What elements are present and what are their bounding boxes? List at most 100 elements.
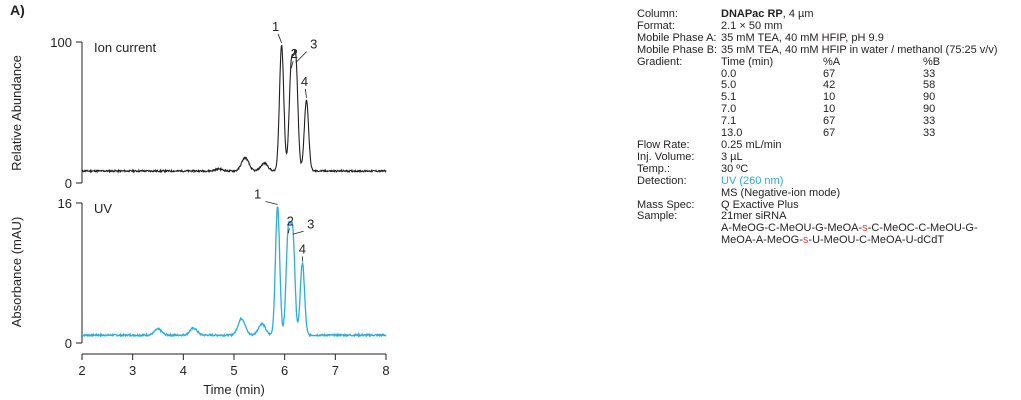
ion-current-panel: Relative Abundance 100 0 Ion current 123…	[9, 19, 387, 191]
sample-label: Sample:	[637, 210, 678, 223]
x-tick-label-4: 4	[180, 363, 187, 378]
gradient-header-a: %A	[823, 55, 841, 68]
gradient-table-row: 5.0 42 58	[721, 80, 983, 92]
gradient-table-row: 13.0 67 33	[721, 127, 983, 140]
detection-uv: UV (260 nm)	[721, 174, 784, 187]
flow-rate-row: Flow Rate: 0.25 mL/min	[637, 138, 998, 152]
gradient-a-cell: 10	[823, 103, 836, 116]
detection-row: Detection: UV (260 nm)	[637, 174, 998, 188]
x-tick-label-3: 3	[129, 363, 136, 378]
ion-ytick-label-100: 100	[50, 35, 72, 50]
x-tick-label-2: 2	[78, 363, 85, 378]
peak-label-1: 1	[272, 19, 279, 34]
peak-leader-1	[277, 33, 282, 43]
gradient-b-cell: 58	[923, 79, 936, 92]
ion-ylabel: Relative Abundance	[9, 55, 24, 171]
gradient-table-row: 5.1 10 90	[721, 91, 983, 104]
seq2-part-a: MeOA-A-MeOG-	[721, 234, 803, 247]
format-label: Format:	[637, 19, 675, 32]
peak-leader-4	[304, 88, 307, 98]
mass-spec-row: Mass Spec: Q Exactive Plus	[637, 198, 998, 212]
uv-absorbance-trace	[81, 206, 387, 338]
temp-value: 30 ºC	[721, 162, 749, 175]
uv-panel-title: UV	[94, 201, 112, 216]
sample-row: Sample: 21mer siRNA	[637, 211, 998, 223]
x-tick-label-8: 8	[382, 363, 389, 378]
seq1-part-b: -C-MeOC-C-MeOU-G-	[867, 222, 978, 235]
detection-ms-row: MS (Negative-ion mode)	[637, 186, 998, 200]
panel-label: A)	[10, 2, 25, 18]
ion-ytick-label-0: 0	[65, 176, 72, 191]
gradient-header: Time (min) %A %B	[721, 55, 983, 69]
inj-volume-value: 3 µL	[721, 150, 743, 163]
phase-b-row: Mobile Phase B: 35 mM TEA, 40 mM HFIP in…	[637, 43, 998, 57]
gradient-a-cell: 10	[823, 91, 836, 104]
gradient-b-cell: 90	[923, 91, 936, 104]
gradient-table: Time (min) %A %B 0.0 67 33 5.0 42 58 5.1 10 90 7.…	[721, 55, 983, 140]
peak-leader-2	[287, 228, 290, 234]
peak-label-4: 4	[299, 241, 306, 256]
x-tick-label-5: 5	[230, 363, 237, 378]
gradient-time-cell: 5.0	[721, 79, 737, 92]
method-conditions: Column: DNAPac RP, 4 µm Format: 2.1 × 50…	[637, 8, 998, 247]
phase-b-label: Mobile Phase B:	[637, 43, 718, 56]
uv-ylabel: Absorbance (mAU)	[9, 217, 24, 328]
temp-label: Temp.:	[637, 162, 671, 175]
uv-ytick-label-0: 0	[65, 336, 72, 351]
peak-label-1: 1	[254, 187, 261, 202]
format-value: 2.1 × 50 mm	[721, 19, 783, 32]
phase-a-label: Mobile Phase A:	[637, 31, 717, 44]
sample-sequence-line-2: MeOA-A-MeOG-s-U-MeOU-C-MeOA-U-dCdT	[637, 234, 998, 247]
gradient-header-time: Time (min)	[721, 55, 774, 68]
phase-b-value: 35 mM TEA, 40 mM HFIP in water / methano…	[721, 43, 998, 56]
format-row: Format: 2.1 × 50 mm	[637, 19, 998, 33]
gradient-table-row: 0.0 67 33	[721, 67, 983, 81]
gradient-time-cell: 7.0	[721, 103, 737, 116]
peak-leader-1	[265, 201, 278, 205]
gradient-table-row: 7.1 67 33	[721, 115, 983, 128]
gradient-table-row: 7.0 10 90	[721, 103, 983, 116]
seq1-phosphorothioate: s	[862, 222, 868, 235]
ion-current-trace	[81, 44, 387, 174]
column-label: Column:	[637, 8, 678, 20]
gradient-a-cell: 67	[823, 67, 836, 80]
ion-panel-title: Ion current	[94, 40, 157, 55]
gradient-time-cell: 7.1	[721, 115, 737, 128]
gradient-time-cell: 5.1	[721, 91, 737, 104]
gradient-row: Gradient: Time (min) %A %B 0.0 67 33 5.0 42 5…	[637, 55, 998, 140]
gradient-time-cell: 13.0	[721, 127, 743, 140]
chromatogram-figure: A) Relative Abundance 100 0 Ion current …	[9, 2, 390, 398]
column-row: Column: DNAPac RP, 4 µm	[637, 8, 998, 21]
x-tick-label-7: 7	[332, 363, 339, 378]
gradient-a-cell: 42	[823, 79, 836, 92]
detection-ms: MS (Negative-ion mode)	[721, 186, 841, 199]
mass-spec-label: Mass Spec:	[637, 198, 695, 211]
sample-value: 21mer siRNA	[721, 210, 787, 223]
gradient-b-cell: 33	[923, 127, 936, 140]
gradient-a-cell: 67	[823, 127, 836, 140]
inj-volume-row: Inj. Volume: 3 µL	[637, 150, 998, 164]
peak-label-4: 4	[301, 74, 308, 89]
flow-rate-value: 0.25 mL/min	[721, 138, 782, 151]
peak-leader-3	[295, 51, 307, 63]
gradient-label: Gradient:	[637, 55, 683, 68]
peak-label-3: 3	[310, 37, 317, 52]
column-detail: , 4 µm	[782, 8, 814, 20]
flow-rate-label: Flow Rate:	[637, 138, 690, 151]
uv-ytick-label-16: 16	[58, 196, 72, 211]
temp-row: Temp.: 30 ºC	[637, 162, 998, 176]
peak-leader-2	[290, 61, 294, 69]
x-tick-label-6: 6	[281, 363, 288, 378]
peak-leader-3	[292, 230, 304, 235]
gradient-a-cell: 67	[823, 115, 836, 128]
sample-sequence-line-1: A-MeOG-C-MeOU-G-MeOA-s-C-MeOC-C-MeOU-G-	[637, 222, 998, 235]
mass-spec-value: Q Exactive Plus	[721, 198, 799, 211]
inj-volume-label: Inj. Volume:	[637, 150, 695, 163]
seq1-part-a: A-MeOG-C-MeOU-G-MeOA-	[721, 222, 863, 235]
gradient-time-cell: 0.0	[721, 67, 737, 80]
peak-label-2: 2	[291, 46, 298, 61]
gradient-header-b: %B	[923, 55, 941, 68]
detection-label: Detection:	[637, 174, 687, 187]
phase-a-row: Mobile Phase A: 35 mM TEA, 40 mM HFIP, p…	[637, 31, 998, 45]
